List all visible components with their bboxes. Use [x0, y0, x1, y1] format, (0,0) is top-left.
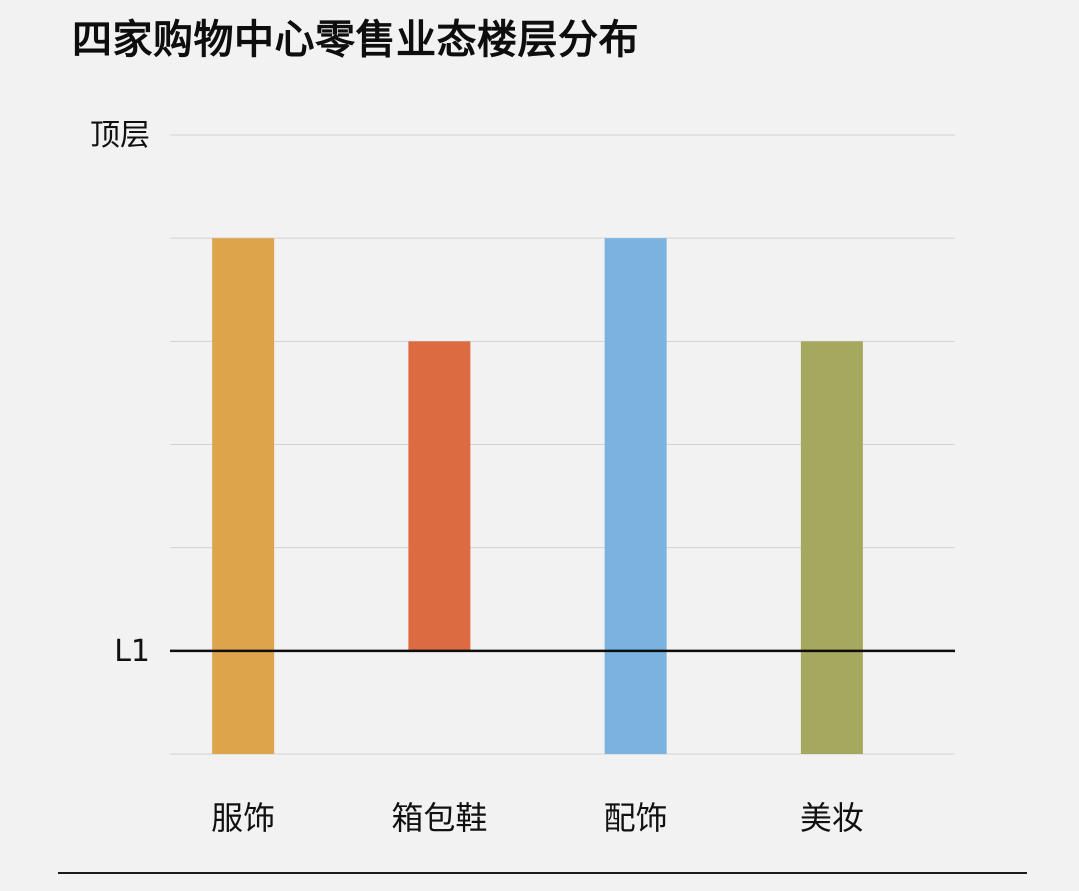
x-tick-label: 箱包鞋: [391, 799, 487, 837]
chart-title: 四家购物中心零售业态楼层分布: [72, 17, 639, 63]
bar-2: [408, 341, 471, 651]
bar-1: [212, 238, 275, 754]
y-tick-label: 顶层: [90, 118, 150, 153]
bar-3: [604, 238, 667, 754]
x-tick-label: 服饰: [211, 799, 275, 837]
y-axis-labels: 顶层 L1: [90, 118, 150, 669]
x-axis-labels: 服饰 箱包鞋 配饰 美妆: [211, 799, 864, 837]
bars: [212, 238, 863, 754]
y-tick-label: L1: [114, 634, 150, 669]
bar-4: [800, 341, 863, 754]
x-tick-label: 配饰: [604, 799, 668, 837]
x-tick-label: 美妆: [800, 799, 864, 837]
bottom-divider: [58, 872, 1027, 874]
